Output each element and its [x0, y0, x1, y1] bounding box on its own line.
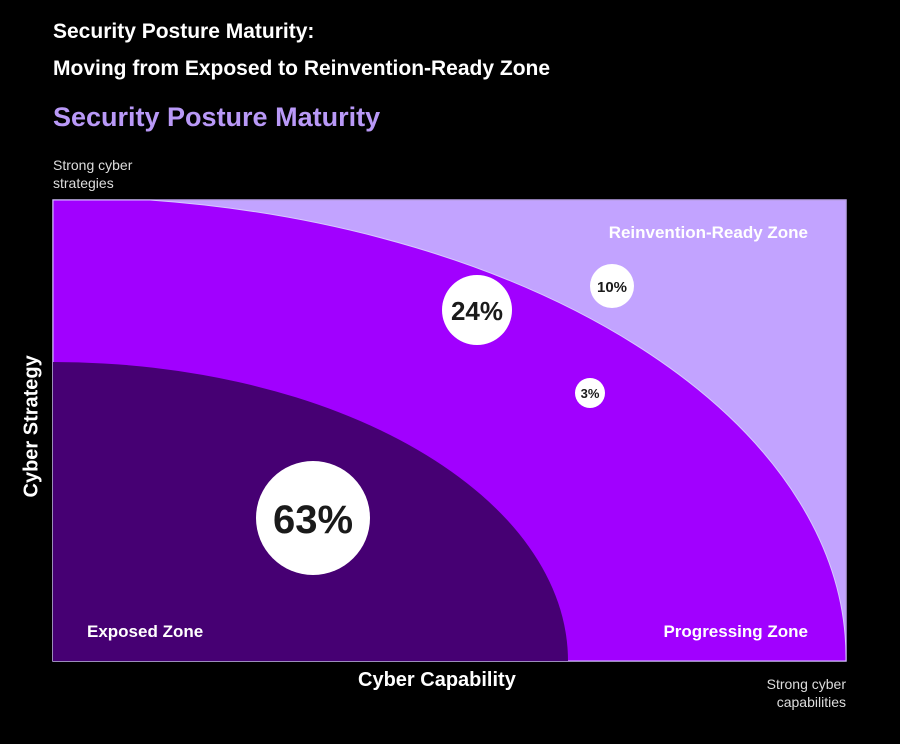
- bubble-label: 3%: [581, 386, 600, 401]
- bubble-24: 24%: [442, 275, 512, 345]
- bubble-10: 10%: [590, 264, 634, 308]
- bubble-label: 24%: [451, 296, 503, 326]
- zone-label-progressing: Progressing Zone: [663, 622, 808, 641]
- bubble-3: 3%: [575, 378, 605, 408]
- title-line-1: Security Posture Maturity:: [53, 20, 315, 43]
- zone-label-exposed: Exposed Zone: [87, 622, 203, 641]
- zone-label-reinvention: Reinvention-Ready Zone: [609, 223, 808, 242]
- x-axis-label: Cyber Capability: [358, 669, 516, 691]
- x-right-note: Strong cyber capabilities: [766, 676, 846, 710]
- chart-title: Security Posture Maturity: [53, 102, 381, 132]
- bubble-label: 63%: [273, 498, 353, 542]
- bubble-63: 63%: [256, 461, 370, 575]
- bubble-label: 10%: [597, 279, 627, 296]
- y-top-note: Strong cyber strategies: [53, 157, 133, 191]
- title-line-2: Moving from Exposed to Reinvention-Ready…: [53, 57, 551, 80]
